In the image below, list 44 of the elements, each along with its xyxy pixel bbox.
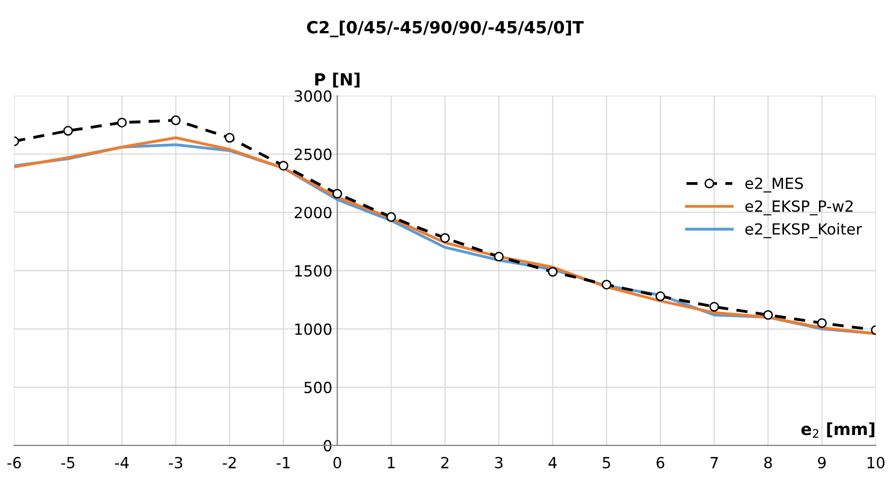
x-axis-title: e$_{2}$ [mm] xyxy=(801,422,874,438)
x-tick-label: 1 xyxy=(388,457,395,468)
x-tick-label: 2 xyxy=(441,456,448,468)
y-tick-label: 3000 xyxy=(294,90,332,102)
legend-label: e2_EKSP_P-w2 xyxy=(745,200,853,216)
point xyxy=(224,132,234,143)
chart-title: C2_[0/45/-45/90/90/-45/45/0]T xyxy=(307,20,584,38)
x-tick-label: 4 xyxy=(548,457,557,468)
x-tick-label: -3 xyxy=(168,456,182,468)
y-tick-label: 2000 xyxy=(294,206,332,218)
x-tick-label: 0 xyxy=(333,456,342,468)
point xyxy=(763,310,773,320)
x-tick-label: -2 xyxy=(222,456,236,468)
x-tick-label: 10 xyxy=(868,456,884,468)
x-tick-label: -5 xyxy=(61,457,74,468)
point xyxy=(117,118,127,128)
point xyxy=(332,188,342,199)
x-tick-label: -1 xyxy=(276,457,290,468)
x-tick-label: 5 xyxy=(602,457,610,468)
point xyxy=(602,280,612,290)
y-tick-label: 500 xyxy=(304,382,332,394)
point xyxy=(386,212,396,222)
legend-label: e2_EKSP_Koiter xyxy=(745,222,862,238)
x-tick-label: -4 xyxy=(115,457,129,468)
point xyxy=(278,160,288,171)
x-tick-label: -6 xyxy=(7,456,21,468)
point xyxy=(63,126,73,136)
x-tick-label: 8 xyxy=(764,456,772,468)
point xyxy=(440,233,450,243)
point xyxy=(709,302,720,312)
y-axis-title: P [N] xyxy=(315,72,360,88)
legend-label: e2_MES xyxy=(745,178,803,192)
point xyxy=(817,318,827,328)
y-tick-label: 2500 xyxy=(294,148,332,160)
point xyxy=(548,266,558,277)
y-tick-label: 1500 xyxy=(295,265,332,277)
point xyxy=(170,115,181,126)
x-tick-label: 9 xyxy=(818,456,826,468)
x-tick-label: 6 xyxy=(656,456,664,468)
x-tick-label: 7 xyxy=(710,457,718,468)
y-tick-label: 1000 xyxy=(295,323,332,335)
point xyxy=(494,252,504,262)
x-tick-label: 3 xyxy=(495,456,502,468)
point xyxy=(656,291,666,302)
